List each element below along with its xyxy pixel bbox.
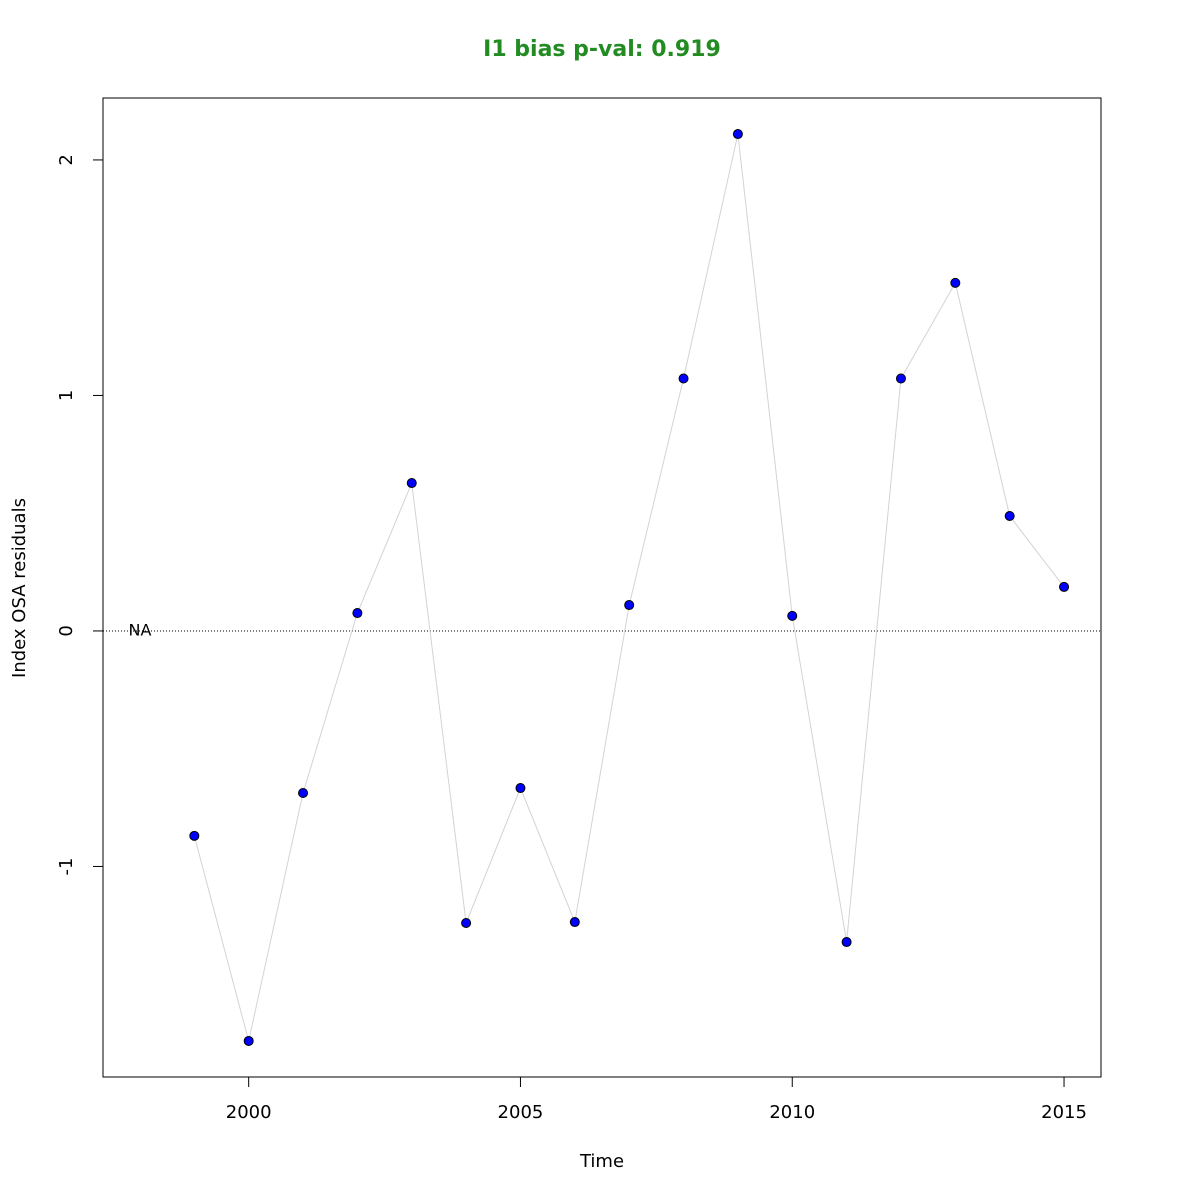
data-point bbox=[569, 917, 580, 928]
data-point bbox=[732, 129, 743, 140]
data-point bbox=[352, 608, 363, 619]
x-tick-label: 2010 bbox=[769, 1102, 815, 1123]
data-point bbox=[1004, 511, 1015, 522]
data-point bbox=[243, 1035, 254, 1046]
data-point bbox=[678, 373, 689, 384]
data-point bbox=[298, 787, 309, 798]
x-tick-label: 2015 bbox=[1041, 1102, 1087, 1123]
y-tick-label: 2 bbox=[56, 154, 77, 165]
x-tick-label: 2000 bbox=[226, 1102, 272, 1123]
y-tick-label: -1 bbox=[56, 857, 77, 875]
x-tick-label: 2005 bbox=[498, 1102, 544, 1123]
y-tick-label: 1 bbox=[56, 390, 77, 401]
y-tick-label: 0 bbox=[56, 625, 77, 636]
data-point bbox=[189, 830, 200, 841]
y-axis-label: Index OSA residuals bbox=[9, 498, 30, 678]
x-axis-label: Time bbox=[579, 1151, 624, 1172]
annotation: NA bbox=[129, 620, 152, 639]
data-point bbox=[624, 600, 635, 611]
data-point bbox=[461, 917, 472, 928]
data-point bbox=[841, 937, 852, 948]
data-point bbox=[895, 373, 906, 384]
data-point bbox=[515, 783, 526, 794]
data-point bbox=[950, 277, 961, 288]
chart-title: I1 bias p-val: 0.919 bbox=[483, 37, 721, 62]
series-line bbox=[193, 133, 1065, 1042]
data-point bbox=[406, 478, 417, 489]
data-point bbox=[1059, 581, 1070, 592]
plot-frame bbox=[102, 97, 1102, 1078]
data-point bbox=[787, 610, 798, 621]
